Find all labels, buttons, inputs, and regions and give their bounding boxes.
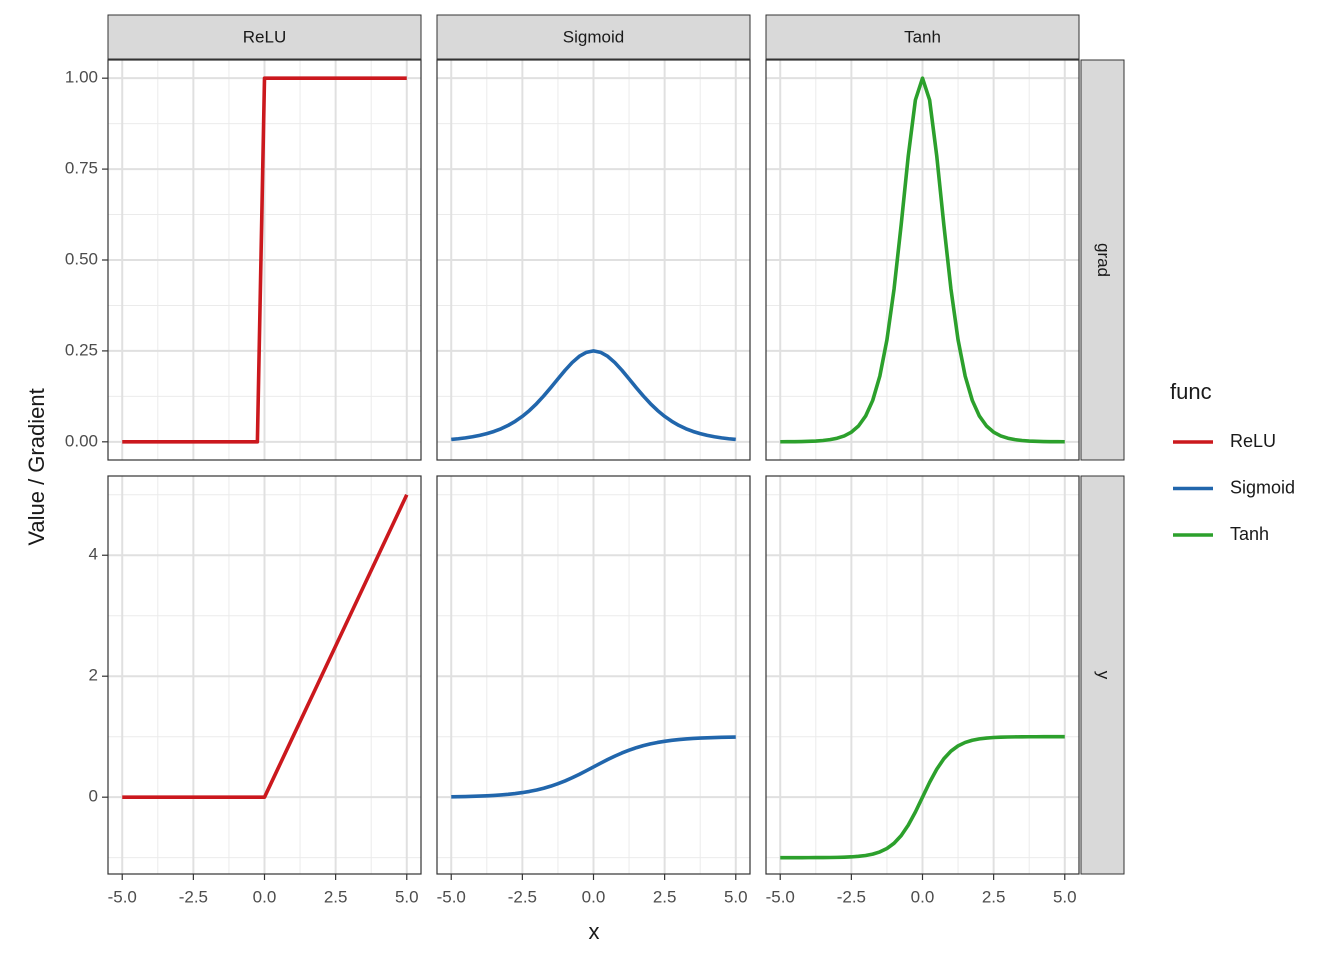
x-tick-label: -5.0: [437, 887, 466, 906]
x-tick-label: 0.0: [582, 887, 606, 906]
y-tick-label: 0.50: [65, 249, 98, 268]
legend-label: Sigmoid: [1230, 477, 1295, 497]
legend-title: func: [1170, 379, 1212, 404]
y-tick-label: 4: [89, 545, 98, 564]
legend-label: Tanh: [1230, 524, 1269, 544]
panel: [436, 59, 751, 461]
y-tick-label: 1.00: [65, 68, 98, 87]
facet-strip: [1080, 59, 1125, 461]
panel: [107, 59, 422, 461]
x-tick-label: 5.0: [1053, 887, 1077, 906]
x-tick-label: 2.5: [982, 887, 1006, 906]
series-line: [122, 76, 407, 444]
facet-strip: [436, 14, 751, 60]
panel-border: [765, 59, 1080, 461]
series-line: [780, 734, 1065, 860]
x-axis-title: x: [589, 919, 600, 944]
facet-strip-label: ReLU: [243, 27, 286, 46]
x-tick-label: -5.0: [766, 887, 795, 906]
y-tick-label: 0.25: [65, 340, 98, 359]
y-tick-label: 0.75: [65, 159, 98, 178]
facet-strip-label: Tanh: [904, 27, 941, 46]
series-line: [122, 493, 409, 799]
x-tick-label: 0.0: [911, 887, 935, 906]
x-tick-label: -5.0: [108, 887, 137, 906]
x-tick-label: -2.5: [508, 887, 537, 906]
facet-strip: [1080, 475, 1125, 875]
series-line: [451, 349, 736, 442]
panel: [436, 475, 751, 875]
legend-label: ReLU: [1230, 431, 1276, 451]
y-tick-label: 0: [89, 787, 98, 806]
y-tick-label: 2: [89, 666, 98, 685]
series-line: [780, 76, 1065, 444]
y-axis-title: Value / Gradient: [24, 388, 49, 545]
panel: [107, 475, 422, 875]
panel: [765, 475, 1080, 875]
facet-strip: [107, 14, 422, 60]
x-tick-label: 5.0: [395, 887, 419, 906]
x-tick-label: 2.5: [324, 887, 348, 906]
y-tick-label: 0.00: [65, 431, 98, 450]
x-tick-label: -2.5: [837, 887, 866, 906]
x-tick-label: 0.0: [253, 887, 277, 906]
facet-strip: [765, 14, 1080, 60]
panel-border: [436, 59, 751, 461]
facet-strip-label: grad: [1094, 243, 1113, 277]
x-tick-label: -2.5: [179, 887, 208, 906]
facet-strip-label: Sigmoid: [563, 27, 624, 46]
series-line: [451, 735, 736, 799]
x-tick-label: 5.0: [724, 887, 748, 906]
facet-strip-label: y: [1094, 671, 1113, 680]
x-tick-label: 2.5: [653, 887, 677, 906]
panel: [765, 59, 1080, 461]
